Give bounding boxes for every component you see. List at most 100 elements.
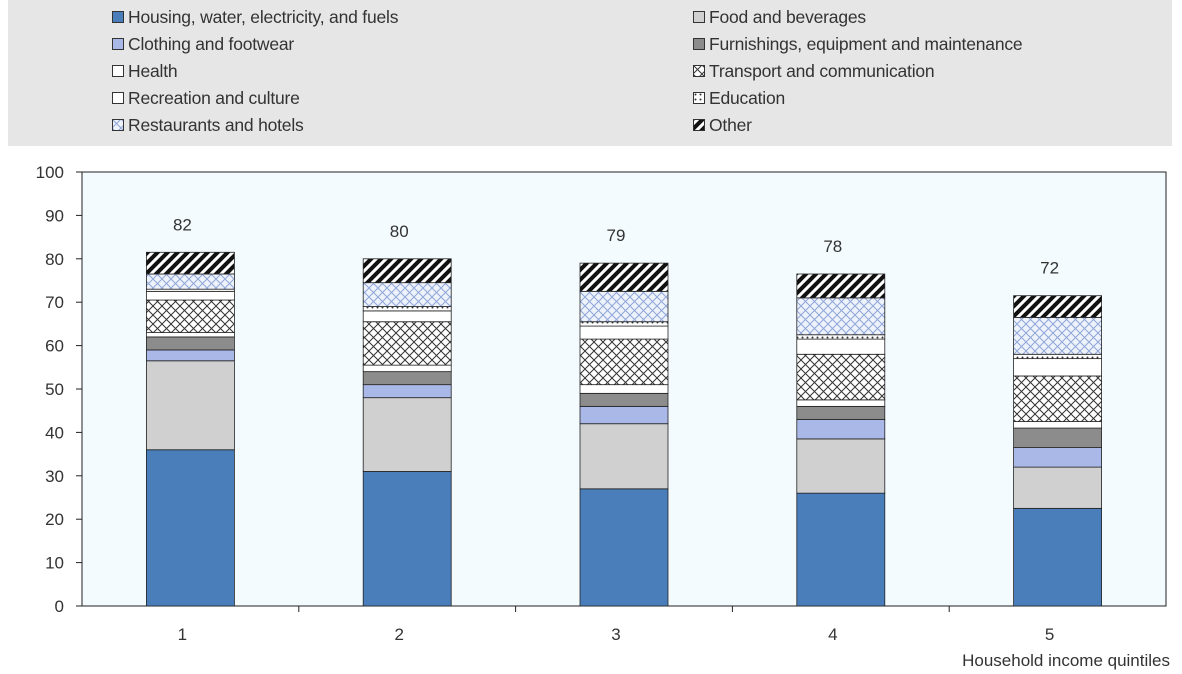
x-axis: 1 2 3 4 5: [178, 606, 1054, 644]
bar-segment: [796, 492, 886, 607]
bar-stack: [579, 262, 669, 607]
bars: 82 80 79 78 72: [145, 215, 1102, 607]
legend-label: Food and beverages: [709, 6, 866, 27]
bar-segment: [579, 384, 669, 394]
bar-segment: [796, 338, 886, 355]
bar-segment: [362, 397, 452, 472]
bar-segment: [796, 334, 886, 340]
bar-segment: [1013, 353, 1102, 360]
legend-item: Housing, water, electricity, and fuels: [112, 6, 398, 28]
bar-segment: [145, 336, 235, 351]
bar-segment: [796, 273, 886, 299]
bar-segment: [362, 306, 452, 312]
bar-segment: [145, 360, 235, 451]
bar-segment: [579, 338, 669, 386]
legend-item: Furnishings, equipment and maintenance: [693, 33, 1023, 55]
legend-swatch: [693, 11, 705, 23]
bar-segment: [796, 353, 886, 401]
bar-segment: [362, 371, 452, 386]
legend-label: Other: [709, 114, 752, 135]
legend-item: Recreation and culture: [112, 87, 300, 109]
legend-swatch: [693, 92, 705, 104]
y-tick-label: 70: [45, 293, 64, 312]
y-tick-label: 60: [45, 337, 64, 356]
legend-swatch: [693, 38, 705, 50]
bar-segment: [362, 384, 452, 399]
y-tick-label: 20: [45, 510, 64, 529]
x-tick-label: 5: [1045, 625, 1054, 644]
x-tick-label: 4: [828, 625, 837, 644]
bar-total-label: 78: [823, 237, 842, 256]
y-tick-label: 100: [36, 163, 64, 182]
legend-label: Recreation and culture: [128, 87, 300, 108]
legend-item: Clothing and footwear: [112, 33, 294, 55]
bar-stack: [362, 258, 452, 607]
bar-segment: [1013, 447, 1102, 468]
bar-segment: [579, 325, 669, 340]
legend-label: Restaurants and hotels: [128, 114, 304, 135]
bar-segment: [145, 299, 235, 333]
y-tick-label: 90: [45, 206, 64, 225]
bar-total-label: 82: [173, 215, 192, 234]
legend-swatch: [693, 119, 705, 131]
x-axis-label: Household income quintiles: [962, 651, 1170, 670]
bar-segment: [362, 258, 452, 284]
chart-legend: Housing, water, electricity, and fuels Fo…: [8, 0, 1172, 146]
bar-segment: [796, 297, 886, 336]
bar-segment: [796, 438, 886, 494]
bar-segment: [796, 399, 886, 407]
bar-segment: [1013, 507, 1102, 607]
x-tick-label: 2: [394, 625, 403, 644]
bar-segment: [362, 282, 452, 307]
bar-segment: [796, 418, 886, 440]
y-tick-label: 30: [45, 467, 64, 486]
legend-swatch: [112, 92, 124, 104]
bar-segment: [362, 310, 452, 323]
legend-swatch: [112, 65, 124, 77]
bar-segment: [1013, 466, 1102, 509]
y-tick-label: 0: [55, 597, 64, 616]
legend-label: Housing, water, electricity, and fuels: [128, 6, 399, 27]
bar-segment: [1013, 295, 1102, 318]
bar-segment: [362, 364, 452, 373]
bar-segment: [579, 405, 669, 425]
bar-segment: [1013, 358, 1102, 377]
bar-segment: [1013, 316, 1102, 355]
legend-item: Transport and communication: [693, 60, 935, 82]
bar-segment: [145, 349, 235, 362]
bar-segment: [1013, 421, 1102, 429]
bar-segment: [579, 423, 669, 490]
legend-swatch: [112, 38, 124, 50]
legend-item: Food and beverages: [693, 6, 866, 28]
bar-total-label: 79: [607, 226, 626, 245]
x-tick-label: 1: [178, 625, 187, 644]
x-tick-label: 3: [611, 625, 620, 644]
bar-segment: [362, 471, 452, 607]
bar-stack: [145, 251, 235, 607]
bar-segment: [1013, 375, 1102, 422]
bar-segment: [579, 392, 669, 407]
bar-segment: [145, 332, 235, 338]
legend-item: Other: [693, 114, 752, 136]
legend-swatch: [112, 119, 124, 131]
bar-stack: [796, 273, 886, 607]
legend-item: Health: [112, 60, 178, 82]
y-tick-label: 40: [45, 423, 64, 442]
bar-segment: [796, 405, 886, 420]
legend-item: Restaurants and hotels: [112, 114, 304, 136]
bar-stack: [1013, 295, 1102, 607]
legend-swatch: [693, 65, 705, 77]
y-tick-label: 10: [45, 554, 64, 573]
legend-swatch: [112, 11, 124, 23]
bar-segment: [145, 449, 235, 607]
y-tick-label: 80: [45, 250, 64, 269]
legend-label: Transport and communication: [709, 60, 935, 81]
bar-segment: [579, 262, 669, 292]
bar-segment: [1013, 427, 1102, 448]
bar-total-label: 80: [390, 222, 409, 241]
bar-segment: [145, 273, 235, 290]
bar-segment: [579, 321, 669, 327]
bar-segment: [579, 290, 669, 323]
legend-item: Education: [693, 87, 785, 109]
legend-label: Health: [128, 60, 178, 81]
